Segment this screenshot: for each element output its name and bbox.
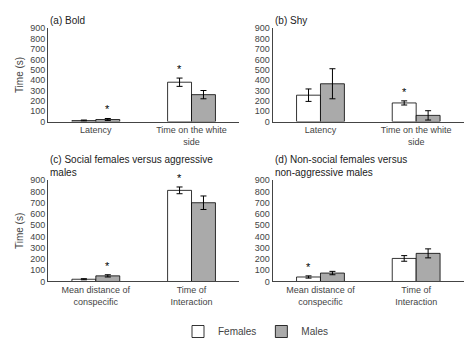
svg-text:100: 100 xyxy=(30,265,45,275)
svg-text:Time (s): Time (s) xyxy=(14,57,25,93)
svg-text:200: 200 xyxy=(30,254,45,264)
svg-text:900: 900 xyxy=(30,175,45,185)
svg-text:300: 300 xyxy=(255,86,270,96)
svg-text:Time (s): Time (s) xyxy=(14,213,25,249)
svg-text:700: 700 xyxy=(255,44,270,54)
svg-text:100: 100 xyxy=(30,106,45,116)
svg-text:300: 300 xyxy=(30,86,45,96)
svg-text:(d) Non-social females versusn: (d) Non-social females versusnon-aggress… xyxy=(275,154,407,178)
svg-text:700: 700 xyxy=(30,198,45,208)
svg-text:200: 200 xyxy=(255,96,270,106)
svg-text:900: 900 xyxy=(255,23,270,33)
svg-text:600: 600 xyxy=(30,209,45,219)
svg-text:*: * xyxy=(306,261,311,273)
svg-text:0: 0 xyxy=(40,117,45,127)
svg-text:100: 100 xyxy=(255,265,270,275)
svg-text:*: * xyxy=(177,172,182,184)
svg-text:*: * xyxy=(177,63,182,75)
svg-text:800: 800 xyxy=(255,34,270,44)
svg-text:Males: Males xyxy=(301,326,328,337)
svg-text:0: 0 xyxy=(265,277,270,287)
svg-text:(b) Shy: (b) Shy xyxy=(275,15,307,26)
svg-text:Time on the whiteside: Time on the whiteside xyxy=(381,125,452,147)
svg-text:500: 500 xyxy=(255,65,270,75)
svg-text:400: 400 xyxy=(255,232,270,242)
svg-text:600: 600 xyxy=(30,55,45,65)
svg-text:800: 800 xyxy=(255,187,270,197)
svg-text:100: 100 xyxy=(255,106,270,116)
svg-text:Latency: Latency xyxy=(305,125,337,135)
svg-text:800: 800 xyxy=(30,34,45,44)
svg-text:Females: Females xyxy=(218,326,256,337)
svg-text:800: 800 xyxy=(30,187,45,197)
svg-text:*: * xyxy=(105,103,110,115)
svg-text:300: 300 xyxy=(255,243,270,253)
svg-text:700: 700 xyxy=(30,44,45,54)
svg-text:900: 900 xyxy=(30,23,45,33)
svg-text:700: 700 xyxy=(255,198,270,208)
svg-text:(a) Bold: (a) Bold xyxy=(50,15,85,26)
svg-text:600: 600 xyxy=(255,209,270,219)
svg-text:*: * xyxy=(105,260,110,272)
svg-text:400: 400 xyxy=(255,75,270,85)
svg-text:Latency: Latency xyxy=(80,125,112,135)
svg-text:0: 0 xyxy=(40,277,45,287)
svg-text:Time ofInteraction: Time ofInteraction xyxy=(395,285,437,307)
svg-text:200: 200 xyxy=(255,254,270,264)
svg-text:200: 200 xyxy=(30,96,45,106)
svg-text:Time on the whiteside: Time on the whiteside xyxy=(156,125,227,147)
svg-text:600: 600 xyxy=(255,55,270,65)
svg-text:500: 500 xyxy=(30,65,45,75)
svg-text:400: 400 xyxy=(30,232,45,242)
svg-text:Mean distance ofconspecific: Mean distance ofconspecific xyxy=(62,285,131,307)
svg-text:(c) Social females versus aggr: (c) Social females versus aggressivemale… xyxy=(50,154,213,178)
svg-text:Time ofInteraction: Time ofInteraction xyxy=(171,285,213,307)
svg-text:500: 500 xyxy=(30,220,45,230)
svg-text:0: 0 xyxy=(265,117,270,127)
svg-text:300: 300 xyxy=(30,243,45,253)
svg-text:*: * xyxy=(402,86,407,98)
svg-text:400: 400 xyxy=(30,75,45,85)
svg-text:900: 900 xyxy=(255,175,270,185)
svg-text:Mean distance ofconspecific: Mean distance ofconspecific xyxy=(286,285,355,307)
svg-text:500: 500 xyxy=(255,220,270,230)
